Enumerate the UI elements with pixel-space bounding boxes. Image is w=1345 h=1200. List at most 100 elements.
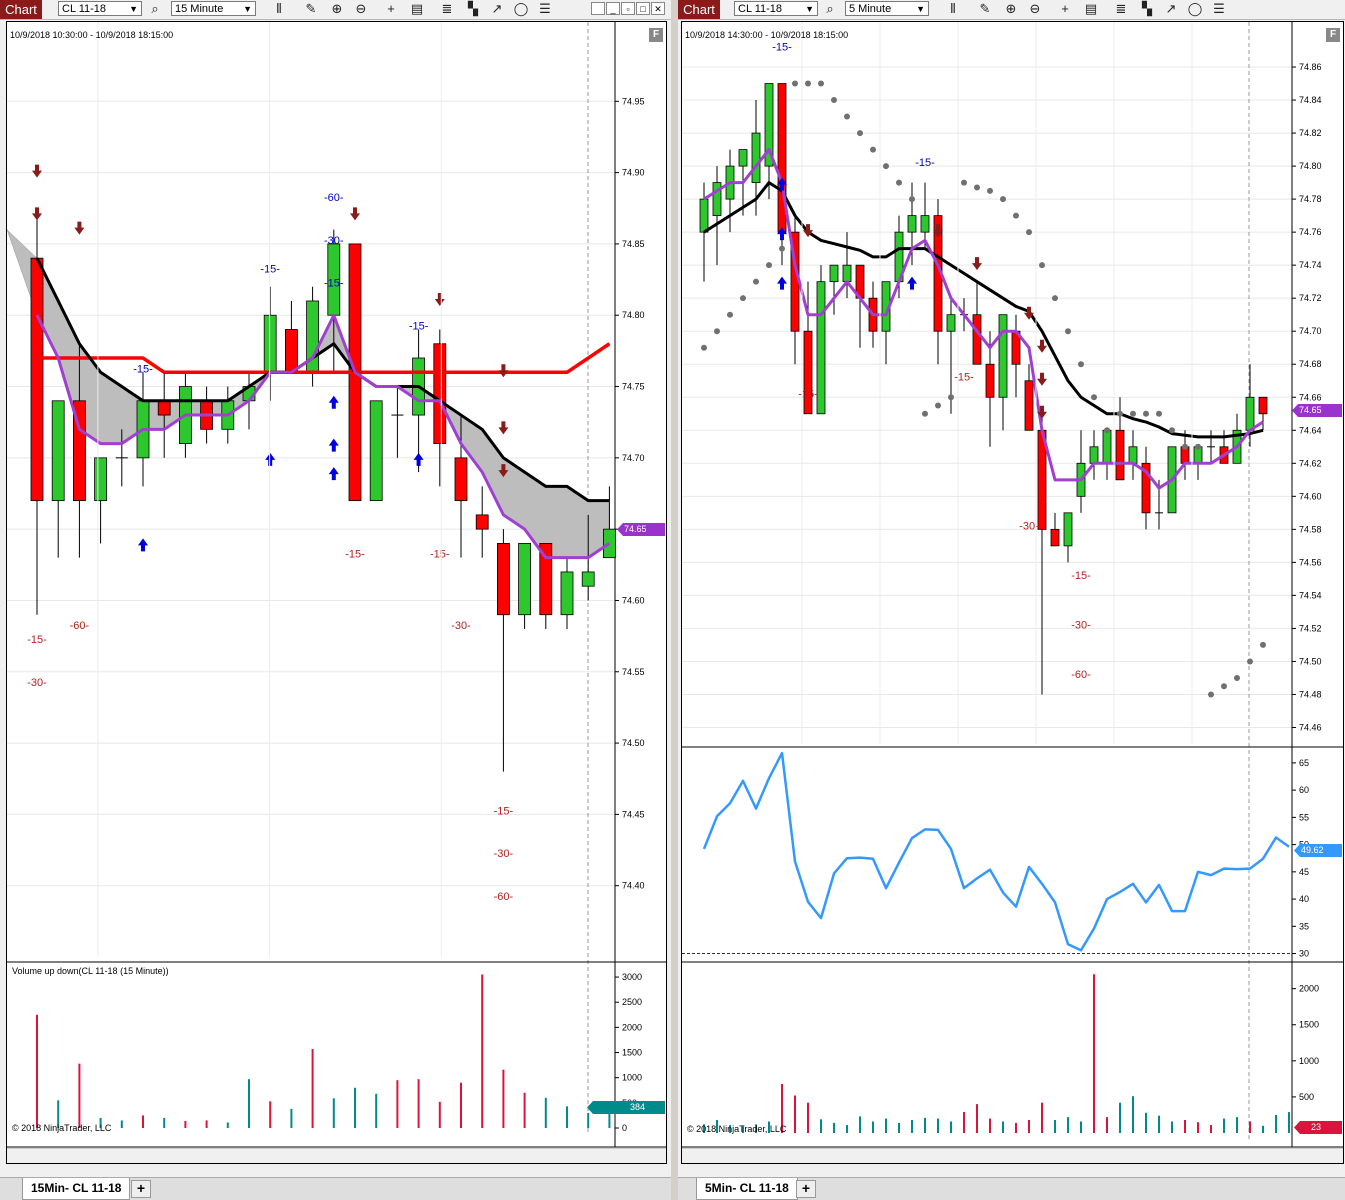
properties-icon[interactable]: ≣ [1115, 1, 1127, 16]
candle-body [1050, 528, 1060, 547]
volume-panel-title: Volume up down(CL 11-18 (15 Minute)) [12, 966, 169, 976]
zoom-in-icon[interactable]: ⊕ [331, 1, 343, 16]
psar-dot [1026, 229, 1032, 236]
horizontal-scrollbar[interactable] [7, 1148, 666, 1163]
restore-button[interactable]: ▫ [621, 2, 635, 15]
indicator-icon[interactable]: ↗ [1165, 1, 1177, 16]
y-axis-tick-label: 1500 [622, 1048, 642, 1058]
chart-panel[interactable]: 74.86 74.84 74.82 74.80 74.78 74.76 74.74 74.72… [681, 21, 1344, 1164]
signal-label: -60- [324, 192, 344, 204]
close-button[interactable]: ✕ [651, 2, 665, 15]
pin-button[interactable] [591, 2, 605, 15]
horizontal-scrollbar[interactable] [682, 1148, 1343, 1163]
search-icon[interactable]: ⌕ [826, 1, 834, 16]
candle-body [1115, 429, 1125, 481]
psar-dot [909, 196, 915, 203]
crosshair-icon[interactable]: + [387, 1, 395, 16]
signal-label: -15- [260, 263, 280, 275]
fullscreen-button[interactable]: F [649, 28, 663, 42]
y-axis-tick-label: 3000 [622, 972, 642, 982]
psar-dot [1156, 410, 1162, 417]
zoom-in-icon[interactable]: ⊕ [1005, 1, 1017, 16]
sell-arrow-icon [32, 207, 42, 221]
candle-body [560, 571, 574, 616]
instrument-selector[interactable]: CL 11-18 ▼ [734, 1, 818, 16]
strategies-icon[interactable]: ◯ [1187, 1, 1203, 16]
psar-dot [844, 113, 850, 120]
sell-arrow-icon [1024, 306, 1034, 320]
y-axis-tick-label: 60 [1299, 785, 1309, 795]
chart-canvas-right[interactable]: 74.86 74.84 74.82 74.80 74.78 74.76 74.74 74.72… [682, 22, 1343, 1163]
price-marker-tag: 74.65 [1292, 404, 1342, 417]
chart-menu-button[interactable]: Chart [0, 0, 42, 19]
buy-arrow-icon [777, 276, 787, 290]
sma-line [37, 342, 611, 375]
psar-dot [961, 179, 967, 186]
candle-body [738, 149, 748, 167]
drawing-tools-icon[interactable]: ▚ [468, 1, 478, 16]
signal-label: -15- [345, 549, 365, 561]
y-axis-tick-label: 74.78 [1299, 194, 1322, 204]
rsi-line [702, 751, 1290, 952]
y-axis-tick-label: 65 [1299, 758, 1309, 768]
strategies-icon[interactable]: ◯ [513, 1, 529, 16]
psar-dot [753, 278, 759, 285]
candle-body [1089, 446, 1099, 464]
kama-line [35, 313, 611, 560]
pencil-icon[interactable]: ✎ [979, 1, 991, 16]
properties-icon[interactable]: ≣ [441, 1, 453, 16]
chart-menu-button[interactable]: Chart [678, 0, 720, 19]
signal-label: -30- [451, 620, 471, 632]
drawing-tools-icon[interactable]: ▚ [1142, 1, 1152, 16]
minimize-button[interactable]: _ [606, 2, 620, 15]
psar-dot [883, 163, 889, 170]
add-tab-button[interactable]: + [131, 1180, 151, 1198]
y-axis-tick-label: 74.74 [1299, 260, 1322, 270]
bar-chart-icon[interactable]: ⫴ [950, 1, 956, 16]
signal-label: -15- [954, 372, 974, 384]
maximize-button[interactable]: □ [636, 2, 650, 15]
tab-15min-cl[interactable]: 15Min- CL 11-18 [22, 1178, 131, 1200]
y-axis-tick-label: 74.85 [622, 239, 645, 249]
psar-dot [1065, 328, 1071, 335]
y-axis-tick-label: 74.76 [1299, 227, 1322, 237]
zoom-out-icon[interactable]: ⊖ [355, 1, 367, 16]
zoom-out-icon[interactable]: ⊖ [1029, 1, 1041, 16]
candle-body [157, 400, 171, 416]
instrument-selector[interactable]: CL 11-18 ▼ [58, 1, 142, 16]
add-tab-button[interactable]: + [796, 1180, 816, 1198]
buy-arrow-icon [328, 395, 339, 409]
interval-selector[interactable]: 15 Minute ▼ [171, 1, 256, 16]
y-axis-tick-label: 74.90 [622, 168, 645, 178]
fullscreen-button[interactable]: F [1326, 28, 1340, 42]
list-icon[interactable]: ☰ [539, 1, 551, 16]
y-axis-tick-label: 45 [1299, 867, 1309, 877]
chart-canvas-left[interactable]: 74.95 74.90 74.85 74.80 74.75 74.70 74.65 74.60… [7, 22, 666, 1163]
sell-arrow-icon [498, 364, 509, 378]
psar-dot [974, 184, 980, 191]
sell-arrow-icon [498, 464, 509, 478]
pencil-icon[interactable]: ✎ [305, 1, 317, 16]
chart-panel[interactable]: 74.95 74.90 74.85 74.80 74.75 74.70 74.65 74.60… [6, 21, 667, 1164]
sell-arrow-icon [1037, 339, 1047, 353]
psar-dot [1221, 683, 1227, 690]
crosshair-icon[interactable]: + [1061, 1, 1069, 16]
candle-body [284, 329, 298, 373]
candle-body [475, 514, 489, 530]
data-box-icon[interactable]: ▤ [1084, 1, 1098, 16]
search-icon[interactable]: ⌕ [151, 1, 159, 16]
y-axis-tick-label: 55 [1299, 812, 1309, 822]
y-axis-tick-label: 74.70 [622, 453, 645, 463]
bar-chart-icon[interactable]: ⫴ [276, 1, 282, 16]
candle-body [764, 83, 774, 167]
interval-selector[interactable]: 5 Minute ▼ [845, 1, 929, 16]
signal-label: -15- [772, 42, 792, 54]
candle-body [1128, 446, 1138, 464]
sell-arrow-icon [803, 224, 813, 238]
tab-5min-cl[interactable]: 5Min- CL 11-18 [696, 1178, 798, 1200]
psar-dot [1078, 361, 1084, 368]
chevron-down-icon: ▼ [243, 4, 252, 14]
list-icon[interactable]: ☰ [1213, 1, 1225, 16]
indicator-icon[interactable]: ↗ [491, 1, 503, 16]
data-box-icon[interactable]: ▤ [410, 1, 424, 16]
